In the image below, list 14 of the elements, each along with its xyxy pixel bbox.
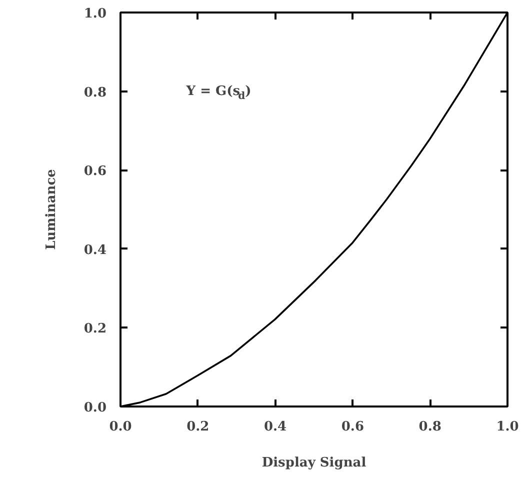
y-axis-title: Luminance bbox=[44, 169, 59, 250]
y-tick-label: 1.0 bbox=[84, 6, 107, 22]
x-axis-title: Display Signal bbox=[262, 456, 366, 470]
x-tick-label: 1.0 bbox=[496, 420, 519, 434]
y-tick-label: 0.2 bbox=[84, 322, 107, 337]
y-tick-label: 0.6 bbox=[84, 164, 107, 180]
x-tick-label: 0.4 bbox=[264, 420, 287, 434]
y-tick-label: 0.0 bbox=[84, 400, 107, 416]
x-tick-label: 0.2 bbox=[186, 420, 210, 434]
y-tick-label: 0.8 bbox=[84, 85, 107, 100]
x-tick-label: 0.0 bbox=[109, 420, 132, 434]
y-tick-label: 0.4 bbox=[84, 242, 107, 258]
x-tick-label: 0.8 bbox=[418, 420, 442, 434]
x-tick-label: 0.6 bbox=[341, 420, 364, 434]
